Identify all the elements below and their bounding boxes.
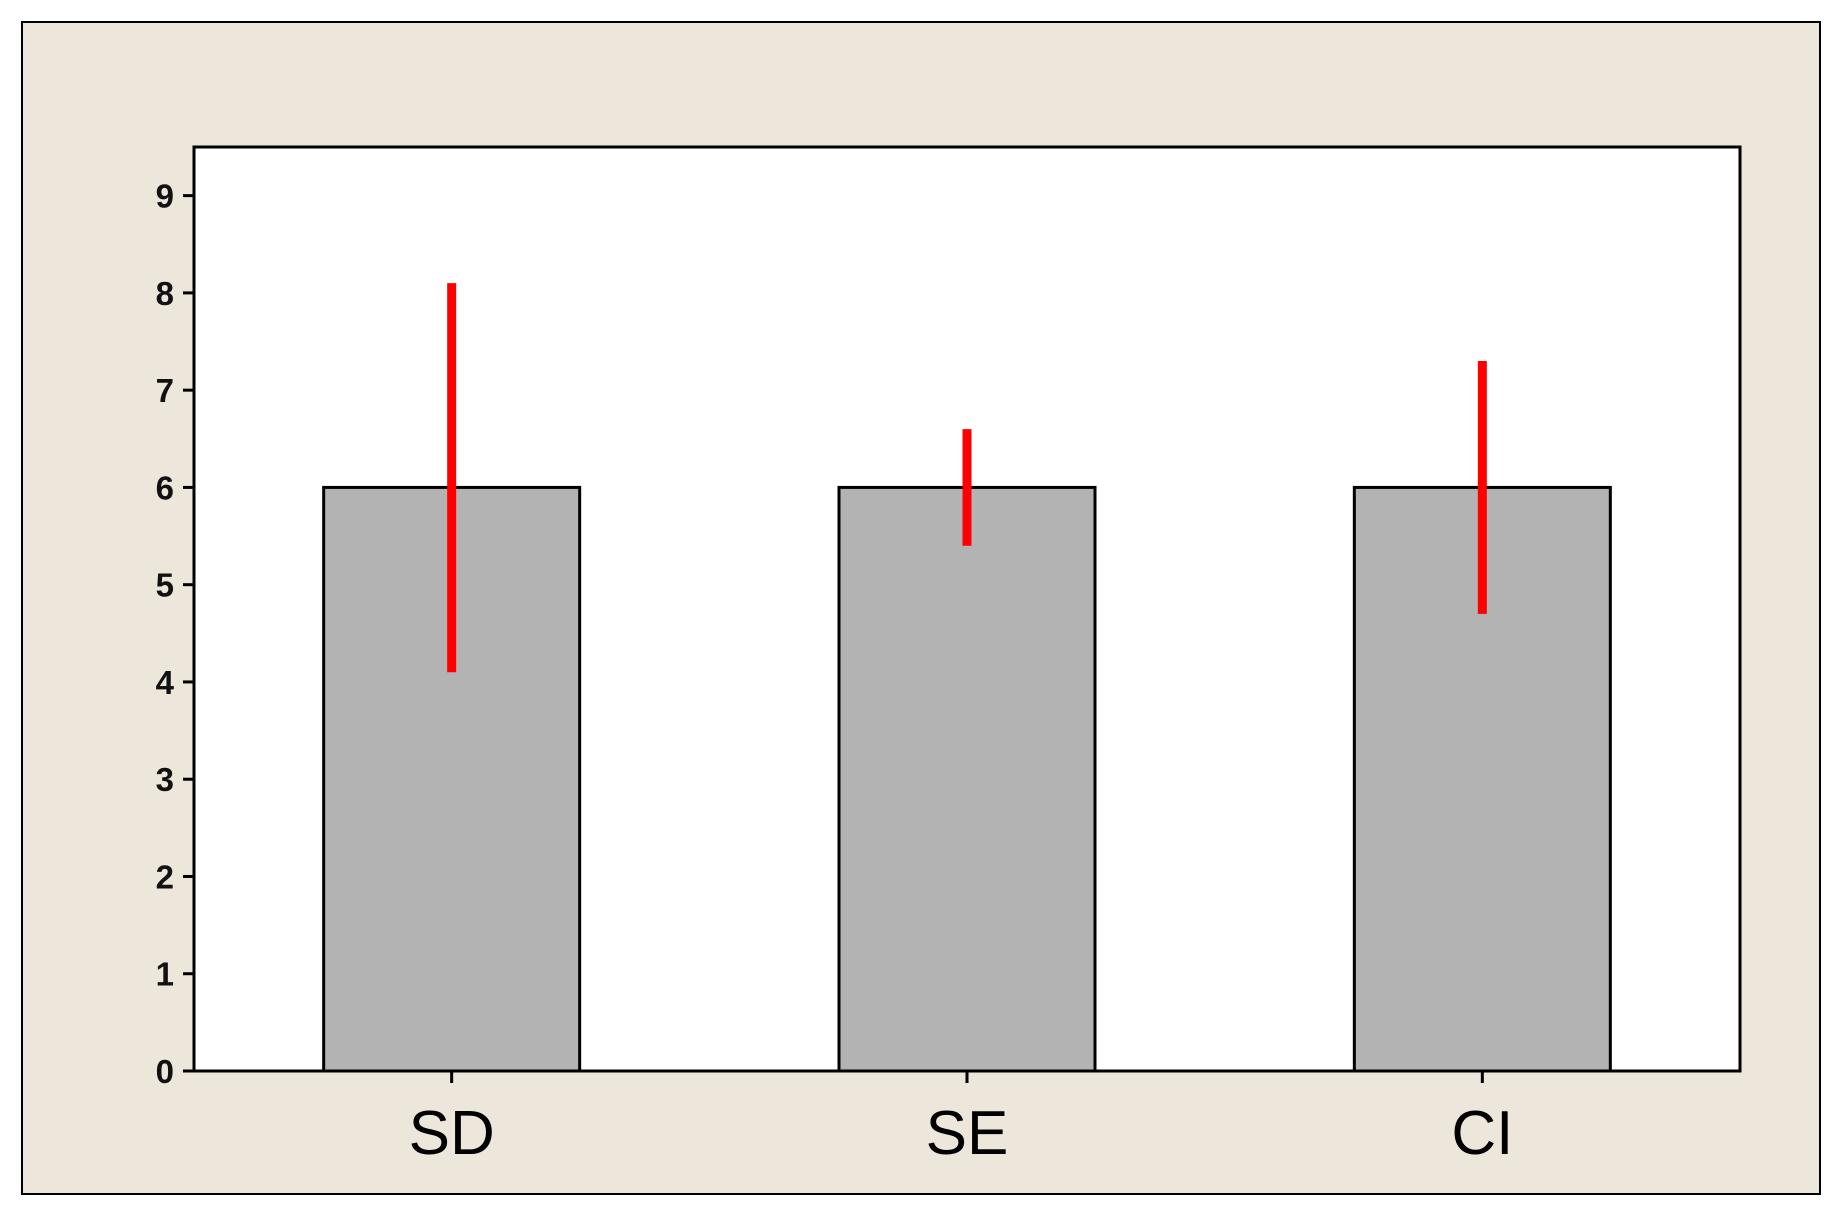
y-tick-label: 5 [156,567,174,604]
bar-se [837,485,1097,1073]
y-tick-label: 6 [156,469,174,506]
y-tick-label: 8 [156,275,174,312]
y-tick-label: 1 [156,956,174,993]
y-tick-label: 2 [156,858,174,895]
x-tick-label-se: SE [926,1099,1009,1168]
x-axis: SD SE CI [409,1071,1513,1168]
y-tick-label: 3 [156,761,174,798]
bars-group [322,485,1612,1073]
y-axis: 0 1 2 3 4 5 6 7 8 9 [156,178,194,1090]
x-tick-label-sd: SD [409,1099,495,1168]
error-bars-group [447,283,1487,673]
y-tick-label: 9 [156,178,174,215]
y-tick-label: 4 [156,664,175,701]
x-tick-label-ci: CI [1451,1099,1513,1168]
y-tick-label: 7 [156,372,174,409]
y-tick-label: 0 [156,1053,174,1090]
